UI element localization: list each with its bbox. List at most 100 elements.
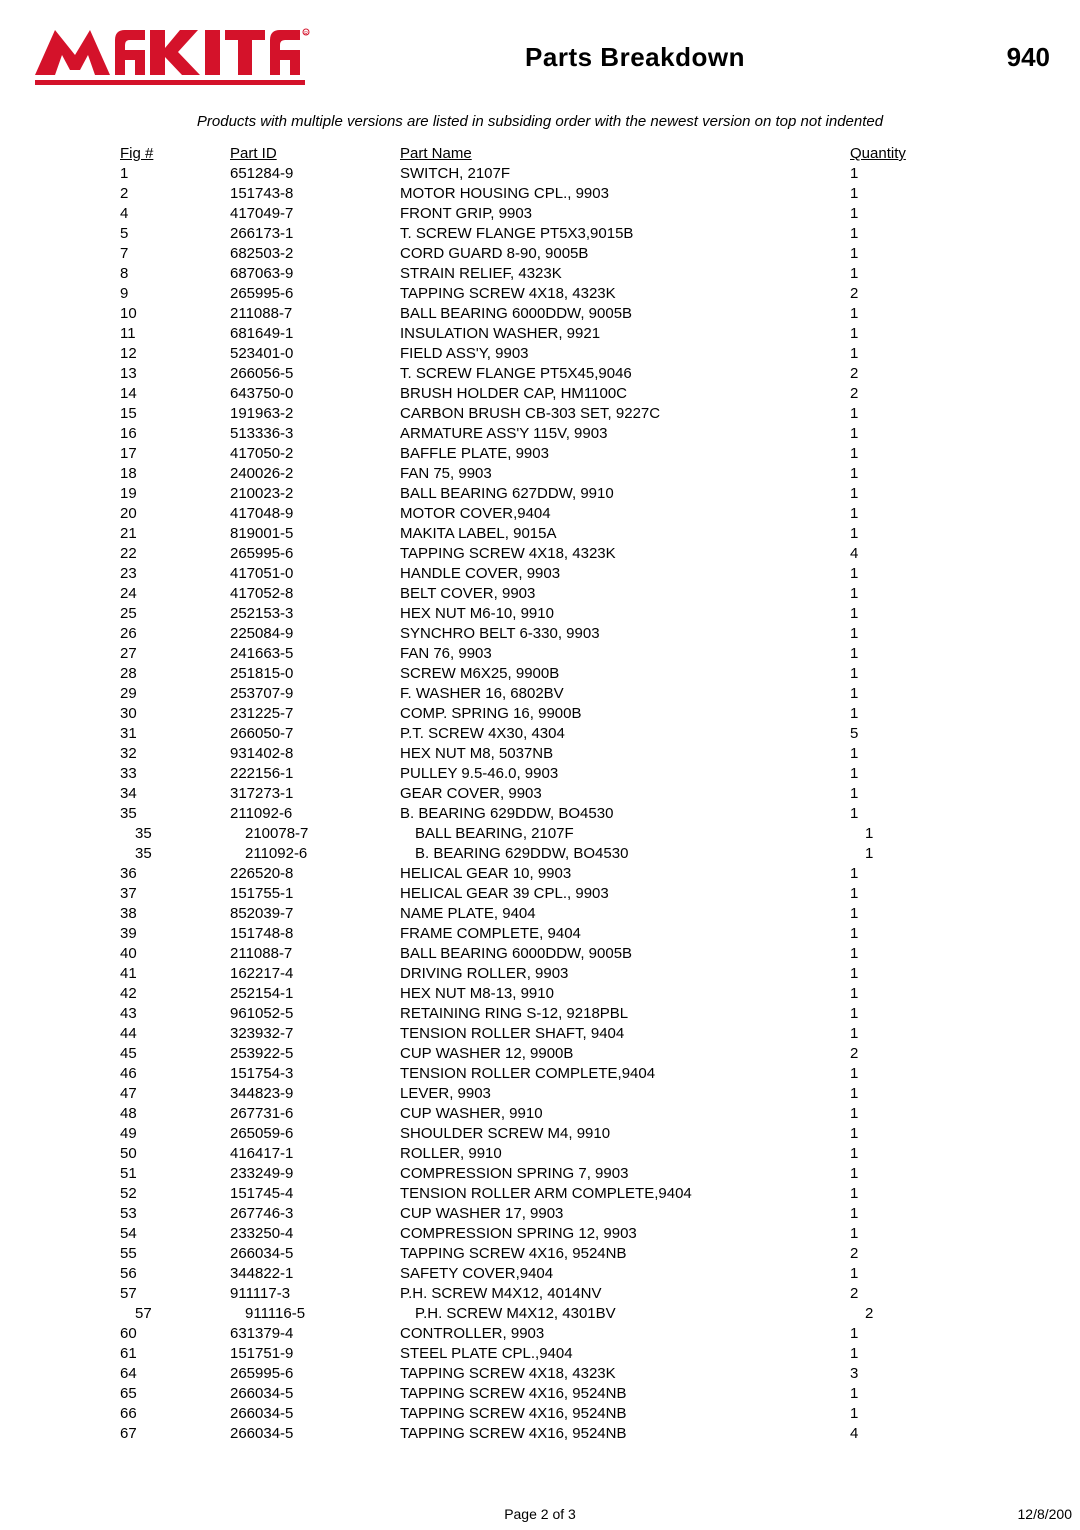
cell-quantity: 1 bbox=[850, 684, 960, 704]
cell-part-id: 819001-5 bbox=[230, 524, 400, 544]
table-row: 18240026-2FAN 75, 99031 bbox=[120, 464, 960, 484]
cell-quantity: 1 bbox=[850, 804, 960, 824]
cell-quantity: 1 bbox=[850, 1104, 960, 1124]
cell-quantity: 5 bbox=[850, 724, 960, 744]
cell-quantity: 2 bbox=[850, 284, 960, 304]
cell-fig: 35 bbox=[120, 844, 230, 864]
table-row: 14643750-0BRUSH HOLDER CAP, HM1100C2 bbox=[120, 384, 960, 404]
cell-quantity: 1 bbox=[850, 964, 960, 984]
cell-quantity: 1 bbox=[850, 1184, 960, 1204]
cell-quantity: 1 bbox=[850, 344, 960, 364]
cell-quantity: 4 bbox=[850, 1424, 960, 1444]
cell-part-id: 417050-2 bbox=[230, 444, 400, 464]
table-row: 21819001-5MAKITA LABEL, 9015A1 bbox=[120, 524, 960, 544]
cell-fig: 40 bbox=[120, 944, 230, 964]
col-header-fig: Fig # bbox=[120, 144, 230, 164]
cell-fig: 20 bbox=[120, 504, 230, 524]
table-row: 22265995-6TAPPING SCREW 4X18, 4323K4 bbox=[120, 544, 960, 564]
cell-part-name: INSULATION WASHER, 9921 bbox=[400, 324, 850, 344]
cell-quantity: 1 bbox=[850, 904, 960, 924]
table-row: 9265995-6TAPPING SCREW 4X18, 4323K2 bbox=[120, 284, 960, 304]
table-row: 50416417-1ROLLER, 99101 bbox=[120, 1144, 960, 1164]
table-row: 57911116-5P.H. SCREW M4X12, 4301BV2 bbox=[120, 1304, 960, 1324]
cell-part-id: 231225-7 bbox=[230, 704, 400, 724]
page-number: Page 2 of 3 bbox=[0, 1506, 1080, 1522]
cell-fig: 22 bbox=[120, 544, 230, 564]
table-row: 56344822-1SAFETY COVER,94041 bbox=[120, 1264, 960, 1284]
cell-fig: 53 bbox=[120, 1204, 230, 1224]
table-row: 12523401-0FIELD ASS'Y, 99031 bbox=[120, 344, 960, 364]
table-row: 15191963-2CARBON BRUSH CB-303 SET, 9227C… bbox=[120, 404, 960, 424]
table-row: 4417049-7FRONT GRIP, 99031 bbox=[120, 204, 960, 224]
cell-part-id: 265995-6 bbox=[230, 1364, 400, 1384]
table-row: 27241663-5FAN 76, 99031 bbox=[120, 644, 960, 664]
cell-part-name: COMPRESSION SPRING 12, 9903 bbox=[400, 1224, 850, 1244]
cell-fig: 67 bbox=[120, 1424, 230, 1444]
cell-fig: 25 bbox=[120, 604, 230, 624]
cell-part-name: T. SCREW FLANGE PT5X45,9046 bbox=[400, 364, 850, 384]
cell-part-name: TENSION ROLLER SHAFT, 9404 bbox=[400, 1024, 850, 1044]
cell-part-name: SYNCHRO BELT 6-330, 9903 bbox=[400, 624, 850, 644]
cell-quantity: 1 bbox=[850, 404, 960, 424]
cell-quantity: 1 bbox=[850, 784, 960, 804]
cell-fig: 4 bbox=[120, 204, 230, 224]
model-number: 940 bbox=[960, 42, 1050, 73]
cell-part-id: 233250-4 bbox=[230, 1224, 400, 1244]
cell-fig: 28 bbox=[120, 664, 230, 684]
table-row: 23417051-0HANDLE COVER, 99031 bbox=[120, 564, 960, 584]
cell-part-id: 253922-5 bbox=[230, 1044, 400, 1064]
cell-part-id: 225084-9 bbox=[230, 624, 400, 644]
table-row: 53267746-3CUP WASHER 17, 99031 bbox=[120, 1204, 960, 1224]
cell-fig: 60 bbox=[120, 1324, 230, 1344]
cell-fig: 19 bbox=[120, 484, 230, 504]
cell-part-id: 931402-8 bbox=[230, 744, 400, 764]
cell-part-id: 251815-0 bbox=[230, 664, 400, 684]
cell-part-name: DRIVING ROLLER, 9903 bbox=[400, 964, 850, 984]
cell-part-name: STEEL PLATE CPL.,9404 bbox=[400, 1344, 850, 1364]
cell-fig: 48 bbox=[120, 1104, 230, 1124]
table-row: 35211092-6B. BEARING 629DDW, BO45301 bbox=[120, 844, 960, 864]
cell-part-id: 226520-8 bbox=[230, 864, 400, 884]
cell-part-id: 323932-7 bbox=[230, 1024, 400, 1044]
cell-fig: 47 bbox=[120, 1084, 230, 1104]
cell-part-id: 417048-9 bbox=[230, 504, 400, 524]
cell-part-id: 266034-5 bbox=[230, 1384, 400, 1404]
cell-quantity: 2 bbox=[850, 364, 960, 384]
table-row: 24417052-8BELT COVER, 99031 bbox=[120, 584, 960, 604]
cell-fig: 32 bbox=[120, 744, 230, 764]
cell-part-id: 162217-4 bbox=[230, 964, 400, 984]
cell-part-name: TAPPING SCREW 4X16, 9524NB bbox=[400, 1244, 850, 1264]
cell-fig: 21 bbox=[120, 524, 230, 544]
cell-quantity: 1 bbox=[850, 764, 960, 784]
cell-part-name: CUP WASHER 12, 9900B bbox=[400, 1044, 850, 1064]
cell-fig: 2 bbox=[120, 184, 230, 204]
cell-fig: 34 bbox=[120, 784, 230, 804]
cell-fig: 15 bbox=[120, 404, 230, 424]
subtitle-note: Products with multiple versions are list… bbox=[30, 113, 1050, 130]
cell-fig: 35 bbox=[120, 824, 230, 844]
cell-part-id: 151754-3 bbox=[230, 1064, 400, 1084]
cell-part-id: 151748-8 bbox=[230, 924, 400, 944]
cell-quantity: 1 bbox=[850, 864, 960, 884]
cell-fig: 5 bbox=[120, 224, 230, 244]
cell-part-name: TAPPING SCREW 4X16, 9524NB bbox=[400, 1404, 850, 1424]
cell-fig: 16 bbox=[120, 424, 230, 444]
table-row: 40211088-7BALL BEARING 6000DDW, 9005B1 bbox=[120, 944, 960, 964]
cell-fig: 57 bbox=[120, 1304, 230, 1324]
col-header-id: Part ID bbox=[230, 144, 400, 164]
cell-fig: 66 bbox=[120, 1404, 230, 1424]
cell-part-name: CONTROLLER, 9903 bbox=[400, 1324, 850, 1344]
cell-quantity: 1 bbox=[850, 564, 960, 584]
cell-quantity: 1 bbox=[850, 644, 960, 664]
cell-fig: 37 bbox=[120, 884, 230, 904]
table-row: 29253707-9F. WASHER 16, 6802BV1 bbox=[120, 684, 960, 704]
table-row: 38852039-7NAME PLATE, 94041 bbox=[120, 904, 960, 924]
cell-part-id: 211088-7 bbox=[230, 304, 400, 324]
cell-part-id: 416417-1 bbox=[230, 1144, 400, 1164]
cell-part-id: 344822-1 bbox=[230, 1264, 400, 1284]
cell-fig: 26 bbox=[120, 624, 230, 644]
cell-part-id: 267731-6 bbox=[230, 1104, 400, 1124]
table-row: 13266056-5T. SCREW FLANGE PT5X45,90462 bbox=[120, 364, 960, 384]
cell-part-name: HEX NUT M8-13, 9910 bbox=[400, 984, 850, 1004]
svg-text:R: R bbox=[304, 31, 308, 37]
